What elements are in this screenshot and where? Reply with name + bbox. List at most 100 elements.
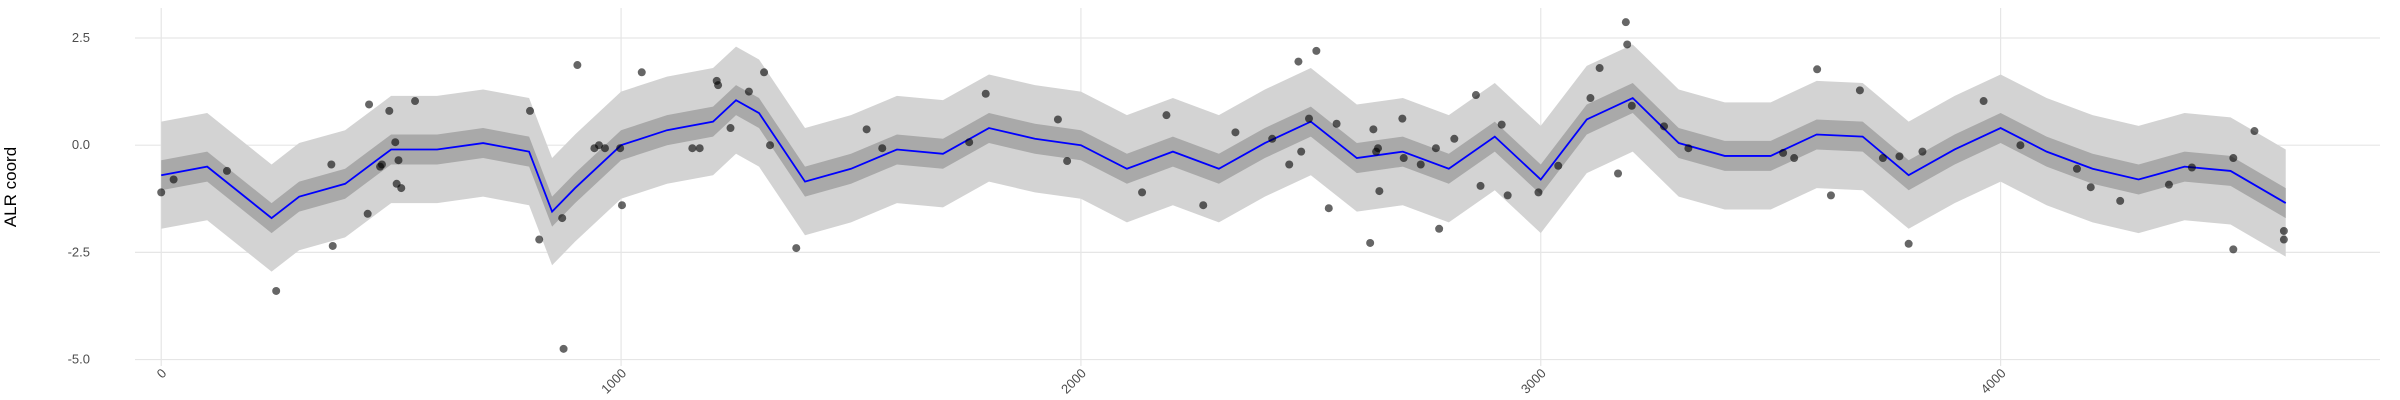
x-tick-label: 3000 — [1518, 366, 1549, 397]
data-point — [600, 144, 609, 153]
data-point — [1554, 161, 1563, 170]
confidence-band — [161, 83, 2286, 234]
data-point — [1623, 40, 1632, 49]
data-point — [2016, 141, 2025, 150]
data-point — [1398, 114, 1407, 123]
data-point — [1627, 101, 1636, 110]
data-point — [411, 97, 420, 106]
data-point — [573, 61, 582, 70]
data-point — [1369, 125, 1378, 134]
data-point — [272, 286, 281, 295]
data-point — [328, 241, 337, 250]
y-tick-label: -2.5 — [68, 244, 90, 259]
data-point — [1294, 57, 1303, 66]
data-point — [2250, 127, 2259, 136]
data-point — [1476, 181, 1485, 190]
data-point — [2116, 196, 2125, 205]
data-point — [1503, 191, 1512, 200]
data-point — [760, 68, 769, 77]
data-point — [2229, 154, 2238, 163]
data-point — [397, 184, 406, 193]
data-point — [558, 214, 567, 223]
data-point — [526, 106, 535, 115]
data-point — [1855, 86, 1864, 95]
data-point — [1366, 238, 1375, 247]
data-point — [2072, 164, 2081, 173]
data-point — [688, 144, 697, 153]
data-point — [1416, 160, 1425, 169]
data-point — [169, 175, 178, 184]
data-point — [1231, 128, 1240, 137]
data-point — [744, 87, 753, 96]
data-point — [2164, 180, 2173, 189]
x-tick-label: 1000 — [598, 366, 629, 397]
data-point — [1895, 152, 1904, 161]
data-point — [1312, 46, 1321, 55]
data-point — [559, 344, 568, 353]
data-point — [965, 138, 974, 147]
data-point — [1324, 204, 1333, 213]
data-point — [1063, 157, 1072, 166]
data-point — [1053, 115, 1062, 124]
data-point — [1979, 97, 1988, 106]
x-tick-label: 2000 — [1058, 366, 1089, 397]
y-tick-label: -5.0 — [68, 352, 90, 367]
data-point — [726, 124, 735, 133]
data-point — [377, 160, 386, 169]
data-point — [1431, 144, 1440, 153]
data-point — [2086, 183, 2095, 192]
data-point — [792, 244, 801, 253]
data-point — [695, 144, 704, 153]
data-point — [394, 156, 403, 165]
data-point — [862, 125, 871, 134]
data-point — [594, 141, 603, 150]
data-point — [157, 188, 166, 197]
data-point — [1375, 187, 1384, 196]
data-point — [1534, 188, 1543, 197]
data-point — [222, 166, 231, 175]
data-point — [1399, 154, 1408, 163]
data-point — [2229, 245, 2238, 254]
data-point — [1813, 65, 1822, 74]
x-tick-label: 0 — [154, 366, 170, 382]
data-point — [535, 235, 544, 244]
data-point — [1595, 64, 1604, 73]
data-point — [1199, 201, 1208, 210]
data-point — [1878, 154, 1887, 163]
data-point — [714, 81, 723, 90]
data-point — [1297, 147, 1306, 156]
data-point — [1471, 91, 1480, 100]
data-point — [363, 209, 372, 218]
data-point — [1268, 134, 1277, 143]
data-point — [981, 89, 990, 98]
data-point — [1779, 148, 1788, 157]
data-point — [1305, 114, 1314, 123]
data-point — [1138, 188, 1147, 197]
data-point — [1435, 224, 1444, 233]
data-point — [878, 144, 887, 153]
data-point — [766, 141, 775, 150]
data-point — [1918, 147, 1927, 156]
data-point — [385, 106, 394, 115]
data-point — [2187, 163, 2196, 172]
data-point — [616, 144, 625, 153]
y-tick-label: 2.5 — [72, 30, 90, 45]
data-point — [1586, 94, 1595, 103]
y-tick-label: 0.0 — [72, 137, 90, 152]
fit-line — [161, 96, 2287, 220]
data-point — [1332, 119, 1341, 128]
data-point — [1660, 122, 1669, 131]
data-point — [2279, 235, 2288, 244]
data-point — [1373, 144, 1382, 153]
data-point — [1497, 120, 1506, 129]
data-point — [1621, 18, 1630, 27]
data-point — [1684, 144, 1693, 153]
data-point — [391, 138, 400, 147]
data-point — [1162, 111, 1171, 120]
data-point — [1790, 154, 1799, 163]
y-axis-title: ALR coord — [1, 147, 20, 227]
data-point — [327, 160, 336, 169]
data-point — [637, 68, 646, 77]
data-point — [1904, 239, 1913, 248]
